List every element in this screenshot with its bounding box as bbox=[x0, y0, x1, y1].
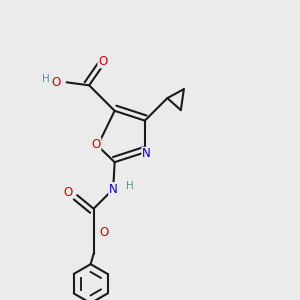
Text: O: O bbox=[100, 226, 109, 239]
Text: N: N bbox=[109, 183, 118, 196]
Text: N: N bbox=[142, 147, 151, 161]
Text: O: O bbox=[51, 76, 61, 89]
Text: O: O bbox=[98, 55, 107, 68]
Text: O: O bbox=[63, 186, 73, 199]
Text: H: H bbox=[42, 74, 50, 84]
Text: H: H bbox=[126, 181, 134, 191]
Text: O: O bbox=[92, 138, 101, 151]
